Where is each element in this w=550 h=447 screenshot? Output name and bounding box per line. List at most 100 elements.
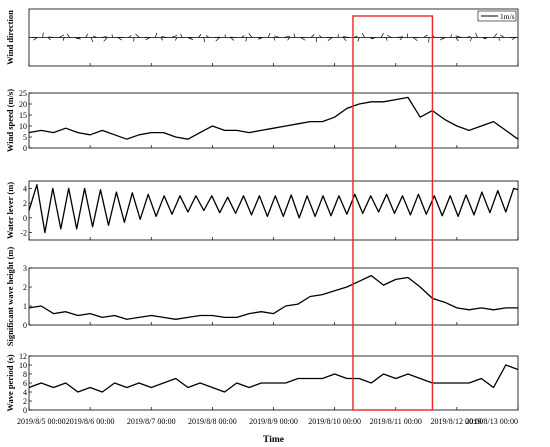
wind-vector	[241, 35, 245, 38]
wind-vector	[428, 37, 430, 43]
wind-vector	[180, 33, 183, 38]
y-tick-label: 2	[23, 199, 27, 208]
wind-vector	[111, 34, 113, 38]
wind-vector	[318, 34, 323, 38]
y-tick-label: 15	[19, 111, 27, 120]
y-tick-label: 2	[23, 283, 27, 292]
series-line-water-level	[28, 184, 519, 234]
y-tick-label: 25	[19, 89, 27, 98]
x-tick-label: 2019/8/12 00:00	[431, 417, 484, 426]
wind-vector	[245, 37, 248, 42]
y-tick-label: 3	[23, 264, 27, 273]
wind-vector	[361, 32, 366, 38]
wind-vector	[267, 32, 271, 38]
wind-vector	[274, 35, 279, 38]
y-tick-label: 20	[19, 100, 27, 109]
wind-vector	[66, 33, 70, 38]
wind-vector	[380, 33, 384, 38]
wind-vector	[399, 37, 403, 41]
wind-vector	[412, 37, 418, 42]
highlight-box	[352, 15, 434, 411]
wind-vector	[230, 37, 235, 41]
panel-frame-wave-height	[28, 267, 519, 326]
wind-vector	[187, 37, 194, 41]
wind-vector	[342, 36, 349, 38]
wind-vector	[284, 35, 291, 38]
wind-vector	[85, 33, 89, 38]
wind-vector	[310, 34, 315, 38]
x-axis-label: Time	[263, 435, 284, 445]
x-tick-label: 2019/8/9 00:00	[249, 417, 298, 426]
wind-vector	[300, 37, 306, 41]
wind-vector	[62, 37, 65, 41]
y-axis-label-wind-direction: Wind direction	[5, 10, 15, 65]
wind-vector	[273, 37, 276, 41]
wind-vector	[155, 32, 158, 38]
wind-vector	[205, 35, 210, 38]
y-axis-label-wave-height: Significant wave height (m)	[5, 247, 15, 347]
wind-vector	[385, 37, 388, 41]
y-tick-label: 5	[23, 133, 27, 142]
wind-vector	[171, 35, 178, 38]
wind-vector	[327, 37, 333, 41]
wind-vector	[103, 37, 108, 42]
y-tick-label: 0	[23, 214, 27, 223]
wind-vector	[353, 35, 358, 38]
series-line-wave-period	[28, 364, 519, 393]
wind-vector	[145, 37, 151, 41]
wind-vector	[511, 37, 516, 41]
wind-vector	[248, 33, 253, 38]
panel-frame-wind-speed	[28, 92, 519, 149]
wind-vector	[175, 37, 178, 41]
wind-vector	[258, 37, 263, 40]
y-tick-label: 4	[23, 184, 27, 193]
y-axis-label-wind-speed: Wind speed (m/s)	[5, 89, 15, 152]
y-tick-label: 8	[23, 370, 27, 379]
wind-vector	[92, 35, 97, 38]
wind-vector	[189, 37, 194, 39]
wind-vector	[48, 36, 54, 38]
y-tick-label: 0	[23, 144, 27, 153]
y-tick-label: 1	[23, 302, 27, 311]
y-tick-label: 10	[19, 361, 27, 370]
wind-vector	[483, 37, 489, 39]
y-tick-label: 12	[19, 352, 27, 361]
y-tick-label: -2	[20, 229, 27, 238]
legend-label: 1m/s	[500, 12, 515, 21]
wind-vector	[455, 37, 459, 42]
x-tick-label: 2019/8/7 00:00	[127, 417, 176, 426]
x-tick-label: 2019/8/13 00:00	[465, 417, 518, 426]
wind-vector	[128, 34, 132, 38]
wind-vector	[160, 37, 164, 41]
wind-vector	[343, 37, 347, 42]
wind-vector	[42, 32, 44, 38]
series-line-wave-height	[28, 274, 518, 320]
y-tick-label: 0	[23, 321, 27, 330]
wind-vector	[90, 37, 94, 43]
y-tick-label: 0	[23, 406, 27, 415]
wind-vector	[475, 32, 478, 38]
wind-vector	[76, 37, 81, 40]
x-tick-label: 2019/8/11 00:00	[370, 417, 422, 426]
wind-vector	[370, 37, 376, 40]
wind-vector	[198, 33, 202, 38]
wind-vector	[293, 33, 296, 38]
wind-vector	[396, 36, 403, 38]
wind-vector	[466, 35, 471, 38]
wind-vector	[498, 37, 500, 41]
wind-vector	[135, 33, 140, 38]
y-tick-label: 6	[23, 379, 27, 388]
wind-vector	[357, 37, 360, 42]
wind-vector	[440, 37, 446, 41]
x-tick-label: 2019/8/8 00:00	[188, 417, 237, 426]
wind-vector	[101, 36, 107, 38]
wind-vector	[387, 35, 392, 38]
wind-vector	[287, 37, 290, 41]
wind-vector	[500, 34, 505, 38]
x-tick-label: 2019/8/5 00:00	[17, 417, 66, 426]
x-tick-label: 2019/8/10 00:00	[308, 417, 361, 426]
wind-vector	[47, 37, 51, 41]
y-axis-label-water-level: Water lever (m)	[5, 182, 15, 239]
wind-vector	[423, 34, 428, 38]
